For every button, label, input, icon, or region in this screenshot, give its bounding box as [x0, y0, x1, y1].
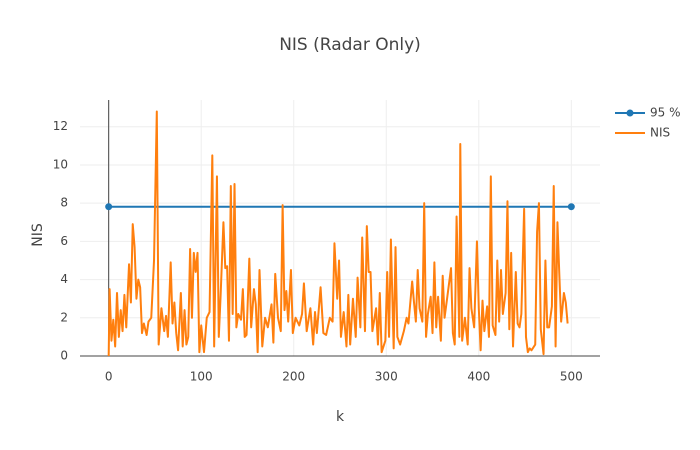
- y-tick-label: 4: [60, 272, 68, 286]
- point: [567, 203, 575, 211]
- series-line: [107, 110, 569, 357]
- y-tick-label: 2: [60, 310, 68, 324]
- y-tick-label: 10: [53, 157, 68, 171]
- y-tick-label: 12: [53, 119, 68, 133]
- y-tick-label: 0: [60, 349, 68, 363]
- y-tick-label: 8: [60, 196, 68, 210]
- x-tick-label: 200: [282, 370, 305, 384]
- legend-marker: [626, 109, 634, 117]
- x-tick-label: 500: [560, 370, 583, 384]
- y-tick-label: 6: [60, 234, 68, 248]
- x-tick-label: 0: [105, 370, 113, 384]
- legend-label: 95 %: [650, 106, 681, 120]
- x-axis-title: k: [336, 409, 345, 425]
- chart-title: NIS (Radar Only): [279, 35, 421, 55]
- legend-label: NIS: [650, 126, 670, 140]
- y-axis-title: NIS: [30, 223, 46, 247]
- point: [105, 203, 113, 211]
- x-tick-label: 300: [375, 370, 398, 384]
- x-tick-label: 400: [467, 370, 490, 384]
- x-tick-label: 100: [190, 370, 213, 384]
